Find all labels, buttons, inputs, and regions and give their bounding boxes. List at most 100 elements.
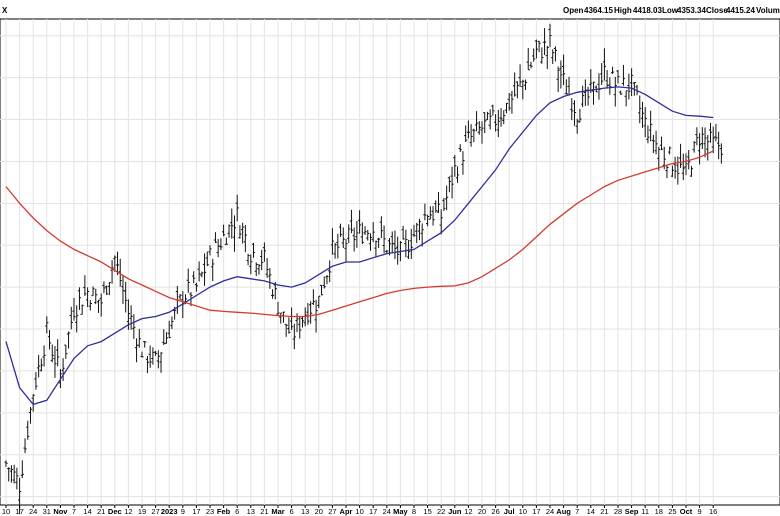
ohlc-bar <box>219 238 223 251</box>
ohlc-bar <box>300 317 305 328</box>
open-value: 4364.15 <box>584 6 613 15</box>
ohlc-bar <box>330 228 334 255</box>
ohlc-bar <box>396 236 400 265</box>
ohlc-bar <box>393 230 397 260</box>
ohlc-bar <box>575 118 579 134</box>
ohlc-bar <box>649 110 653 142</box>
x-tick-label: Feb <box>217 507 231 516</box>
ohlc-bar <box>355 221 359 248</box>
x-tick-label: 31 <box>43 507 51 516</box>
ohlc-bar <box>232 215 237 252</box>
ohlc-bar <box>545 45 549 70</box>
ohlc-bar <box>491 104 495 116</box>
x-tick-label: 6 <box>290 507 294 516</box>
ohlc-bar <box>534 39 538 59</box>
x-tick-label: Dec <box>108 507 122 516</box>
x-tick-label: Nov <box>53 507 68 516</box>
ohlc-bar <box>80 304 84 315</box>
x-tick-label: 16 <box>709 507 717 516</box>
ohlc-bar <box>105 285 109 295</box>
ohlc-bar <box>638 95 642 124</box>
ohlc-bar <box>695 127 699 146</box>
ohlc-bar <box>714 123 718 142</box>
ohlc-bar <box>110 260 114 284</box>
ohlc-bar <box>417 218 422 241</box>
ohlc-bar <box>382 225 386 254</box>
ohlc-bar <box>276 301 280 315</box>
x-tick-label: 21 <box>97 507 105 516</box>
ohlc-bar <box>319 284 324 296</box>
ohlc-bar <box>548 23 552 48</box>
close-label: Close <box>706 6 728 15</box>
ohlc-bars <box>4 23 723 515</box>
ohlc-bar <box>83 275 87 296</box>
ohlc-bar <box>442 197 446 212</box>
ohlc-bar <box>96 299 101 313</box>
x-tick-label: 17 <box>369 507 377 516</box>
ohlc-bar <box>428 206 432 220</box>
ohlc-bar <box>124 281 128 313</box>
x-tick-label: Oct <box>680 507 693 516</box>
ohlc-bar <box>115 251 120 275</box>
ohlc-bar <box>700 127 704 149</box>
high-value: 4418.03 <box>633 6 662 15</box>
ohlc-bar <box>600 62 604 85</box>
ohlc-bar <box>154 350 158 356</box>
ohlc-bar <box>317 295 321 309</box>
ohlc-bar <box>445 185 449 211</box>
long-moving-average-line <box>5 150 714 318</box>
ohlc-bar <box>654 130 658 155</box>
ohlc-bar <box>311 289 315 305</box>
ohlc-bar <box>241 222 245 244</box>
ohlc-bar <box>260 249 264 271</box>
ohlc-bar <box>156 350 160 369</box>
ohlc-bar <box>224 237 228 245</box>
ohlc-bar <box>53 346 57 378</box>
ohlc-bar <box>290 307 294 331</box>
ohlc-bar <box>140 351 144 358</box>
ohlc-bar <box>703 127 707 158</box>
ohlc-bar <box>668 146 672 155</box>
ohlc-bar <box>132 314 136 339</box>
ohlc-bar <box>692 141 696 153</box>
ohlc-bar <box>9 465 14 483</box>
ohlc-bar <box>551 49 555 64</box>
ohlc-bar <box>45 316 49 334</box>
ohlc-bar <box>406 239 411 259</box>
ohlc-bar <box>521 79 525 100</box>
ohlc-bar <box>309 301 313 324</box>
ohlc-bar <box>148 345 152 368</box>
ohlc-bar <box>366 229 370 241</box>
ohlc-bar <box>377 237 381 248</box>
ohlc-bar <box>268 268 272 289</box>
ohlc-bar <box>270 289 275 299</box>
ohlc-bar <box>706 134 710 161</box>
ohlc-bar <box>164 332 169 344</box>
ohlc-bar <box>659 136 664 151</box>
ohlc-bar <box>385 250 389 254</box>
ohlc-bar <box>540 47 544 64</box>
open-label: Open <box>563 6 584 15</box>
ohlc-bar <box>404 229 408 258</box>
ohlc-bar <box>178 293 182 300</box>
ohlc-bar <box>469 124 473 147</box>
ohlc-bar <box>488 109 492 130</box>
ohlc-bar <box>412 224 416 237</box>
ohlc-bar <box>202 253 207 286</box>
ohlc-bar <box>436 192 441 214</box>
ohlc-bar <box>145 355 150 374</box>
ohlc-bar <box>213 232 218 243</box>
ohlc-bar <box>570 98 574 121</box>
ohlc-bar <box>56 339 60 367</box>
ohlc-bar <box>455 166 460 183</box>
ohlc-bar <box>4 460 8 467</box>
ohlc-bar <box>504 102 509 114</box>
x-tick-label: 22 <box>437 507 445 516</box>
ohlc-bar <box>608 77 612 95</box>
ohlc-bar <box>257 263 261 275</box>
low-value: 4353.34 <box>677 6 706 15</box>
ohlc-bar <box>562 54 566 86</box>
ohlc-bar <box>91 286 95 297</box>
ohlc-bar <box>401 225 405 240</box>
x-tick-label: 10 <box>355 507 363 516</box>
